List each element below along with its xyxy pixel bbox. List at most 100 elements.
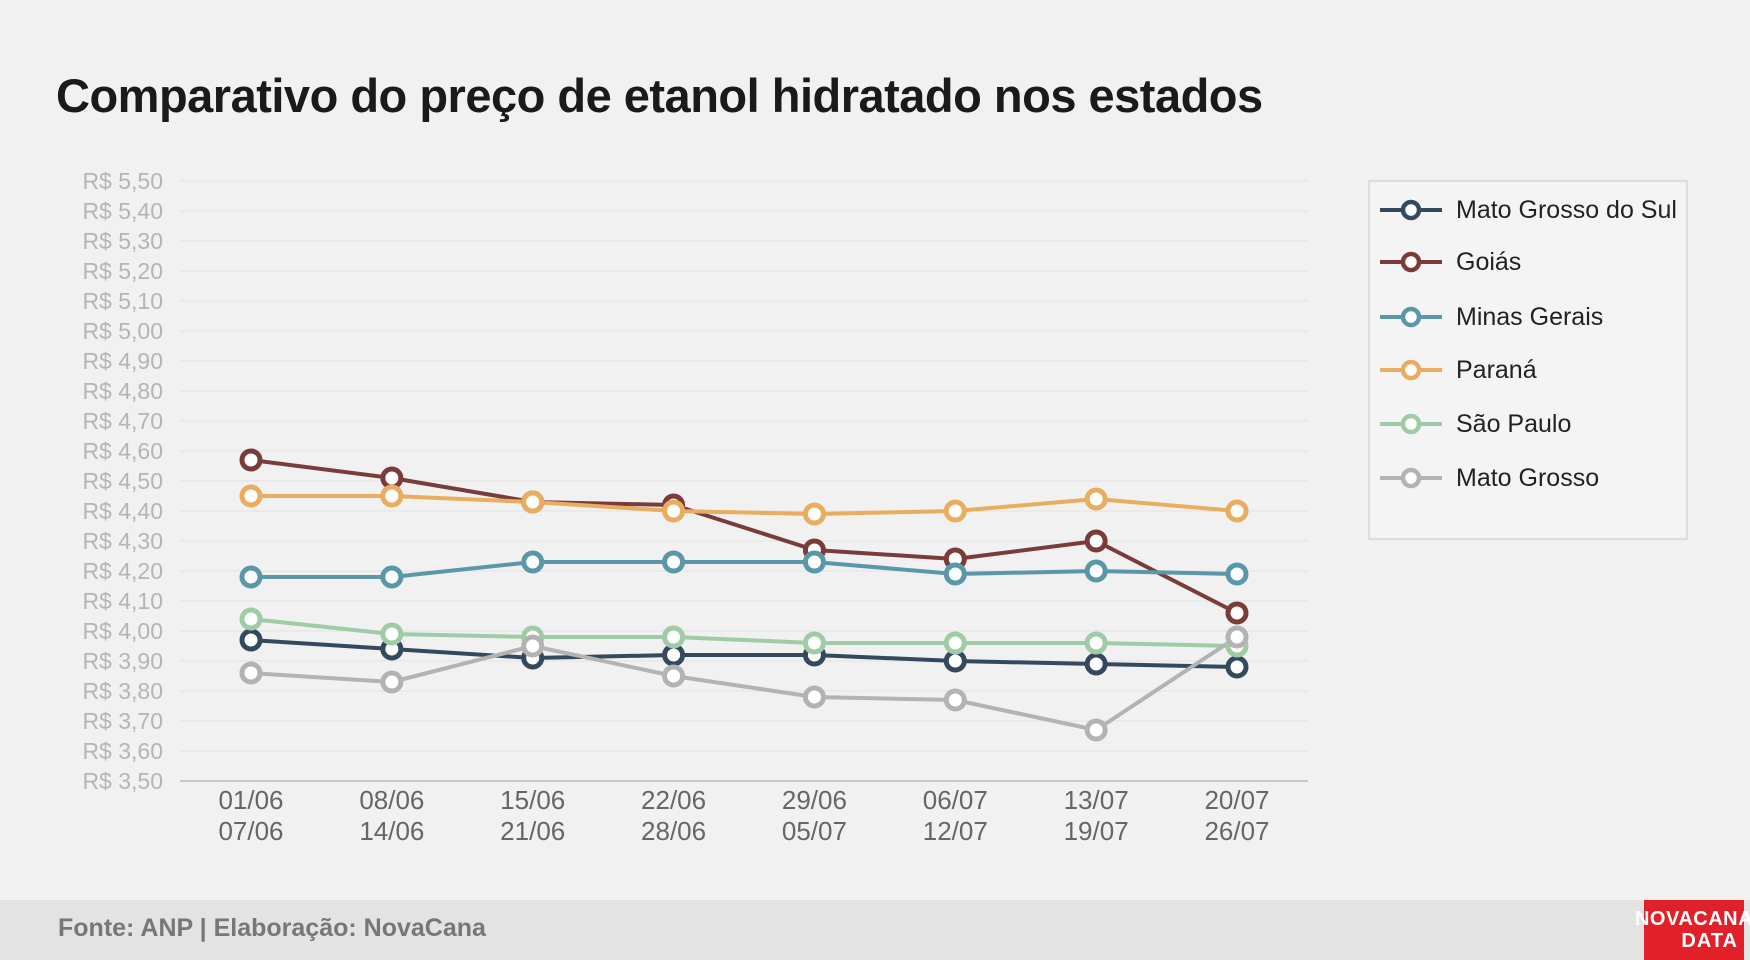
y-tick-label: R$ 3,50	[82, 768, 163, 794]
x-tick-label: 28/06	[641, 816, 706, 846]
data-point	[239, 565, 263, 589]
data-point	[1225, 499, 1249, 523]
data-point	[239, 661, 263, 685]
series-line	[250, 617, 1238, 648]
data-point	[802, 685, 826, 709]
y-tick-label: R$ 4,50	[82, 468, 163, 494]
data-point	[239, 607, 263, 631]
x-tick-label: 05/07	[782, 816, 847, 846]
legend-marker-icon	[1380, 199, 1442, 221]
series-points	[239, 448, 1249, 742]
legend-label: Mato Grosso	[1456, 463, 1600, 492]
data-point	[1084, 487, 1108, 511]
x-tick-label: 26/07	[1204, 816, 1269, 846]
legend-marker-icon	[1380, 359, 1442, 381]
legend-item: Paraná	[1378, 350, 1537, 390]
data-point	[380, 565, 404, 589]
data-point	[1084, 718, 1108, 742]
y-tick-label: R$ 5,40	[82, 198, 163, 224]
data-point	[239, 628, 263, 652]
data-point	[662, 550, 686, 574]
data-point	[802, 550, 826, 574]
series-line	[251, 494, 1238, 516]
logo-line-2: DATA	[1681, 930, 1738, 952]
footer: Fonte: ANP | Elaboração: NovaCana NOVACA…	[0, 900, 1750, 960]
legend-label: Goiás	[1456, 247, 1522, 276]
data-point	[521, 550, 545, 574]
x-tick-label: 12/07	[923, 816, 988, 846]
data-point	[1225, 625, 1249, 649]
legend-marker-icon	[1380, 251, 1442, 273]
data-point	[943, 649, 967, 673]
legend-item: São Paulo	[1378, 404, 1571, 444]
y-tick-label: R$ 5,50	[82, 168, 163, 194]
x-tick-label: 20/07	[1204, 785, 1269, 815]
y-tick-label: R$ 4,90	[82, 348, 163, 374]
legend-item: Mato Grosso	[1378, 458, 1599, 498]
data-point	[380, 466, 404, 490]
y-tick-label: R$ 3,90	[82, 648, 163, 674]
y-tick-label: R$ 4,20	[82, 558, 163, 584]
y-tick-label: R$ 4,30	[82, 528, 163, 554]
legend-item: Goiás	[1378, 242, 1521, 282]
data-point	[1084, 529, 1108, 553]
legend-label: Paraná	[1456, 355, 1537, 384]
data-point	[943, 631, 967, 655]
x-tick-label: 07/06	[218, 816, 283, 846]
data-point	[1225, 655, 1249, 679]
y-tick-label: R$ 3,70	[82, 708, 163, 734]
x-tick-label: 01/06	[218, 785, 283, 815]
y-tick-label: R$ 4,40	[82, 498, 163, 524]
data-point	[662, 664, 686, 688]
data-point	[521, 490, 545, 514]
y-axis-ticks: R$ 3,50 R$ 3,60 R$ 3,70 R$ 3,80 R$ 3,90 R$ 4,…	[82, 168, 163, 794]
y-tick-label: R$ 4,80	[82, 378, 163, 404]
legend-marker-icon	[1380, 413, 1442, 435]
grid-lines	[180, 180, 1308, 782]
data-point	[1225, 562, 1249, 586]
x-tick-label: 14/06	[359, 816, 424, 846]
y-tick-label: R$ 5,00	[82, 318, 163, 344]
data-point	[662, 625, 686, 649]
novacana-data-logo: NOVACANA DATA	[1635, 900, 1750, 960]
y-tick-label: R$ 5,10	[82, 288, 163, 314]
legend-label: Mato Grosso do Sul	[1456, 195, 1677, 224]
y-tick-label: R$ 5,30	[82, 228, 163, 254]
data-point	[662, 499, 686, 523]
data-point	[380, 670, 404, 694]
x-tick-label: 19/07	[1064, 816, 1129, 846]
y-tick-label: R$ 3,80	[82, 678, 163, 704]
data-point	[380, 484, 404, 508]
data-point	[802, 631, 826, 655]
data-point	[239, 484, 263, 508]
legend-marker-icon	[1380, 306, 1442, 328]
data-point	[1084, 631, 1108, 655]
x-tick-label: 22/06	[641, 785, 706, 815]
data-point	[943, 688, 967, 712]
data-point	[1084, 559, 1108, 583]
data-point	[1084, 652, 1108, 676]
x-tick-label: 13/07	[1064, 785, 1129, 815]
data-point	[1225, 601, 1249, 625]
series-line	[250, 458, 1238, 615]
y-tick-label: R$ 3,60	[82, 738, 163, 764]
x-tick-label: 21/06	[500, 816, 565, 846]
y-tick-label: R$ 5,20	[82, 258, 163, 284]
legend-item: Mato Grosso do Sul	[1378, 190, 1677, 230]
source-note: Fonte: ANP | Elaboração: NovaCana	[58, 914, 486, 942]
series-line	[250, 635, 1239, 732]
legend-marker-icon	[1380, 467, 1442, 489]
data-point	[239, 448, 263, 472]
logo-line-1: NOVACANA	[1634, 908, 1750, 930]
chart-title: Comparativo do preço de etanol hidratado…	[56, 69, 1263, 122]
data-point	[521, 634, 545, 658]
y-tick-label: R$ 4,00	[82, 618, 163, 644]
data-point	[802, 502, 826, 526]
line-chart: R$ 3,50 R$ 3,60 R$ 3,70 R$ 3,80 R$ 3,90 R$ 4,…	[82, 168, 1308, 846]
y-tick-label: R$ 4,60	[82, 438, 163, 464]
x-tick-label: 29/06	[782, 785, 847, 815]
x-tick-label: 08/06	[359, 785, 424, 815]
legend-item: Minas Gerais	[1378, 297, 1603, 337]
data-point	[662, 643, 686, 667]
